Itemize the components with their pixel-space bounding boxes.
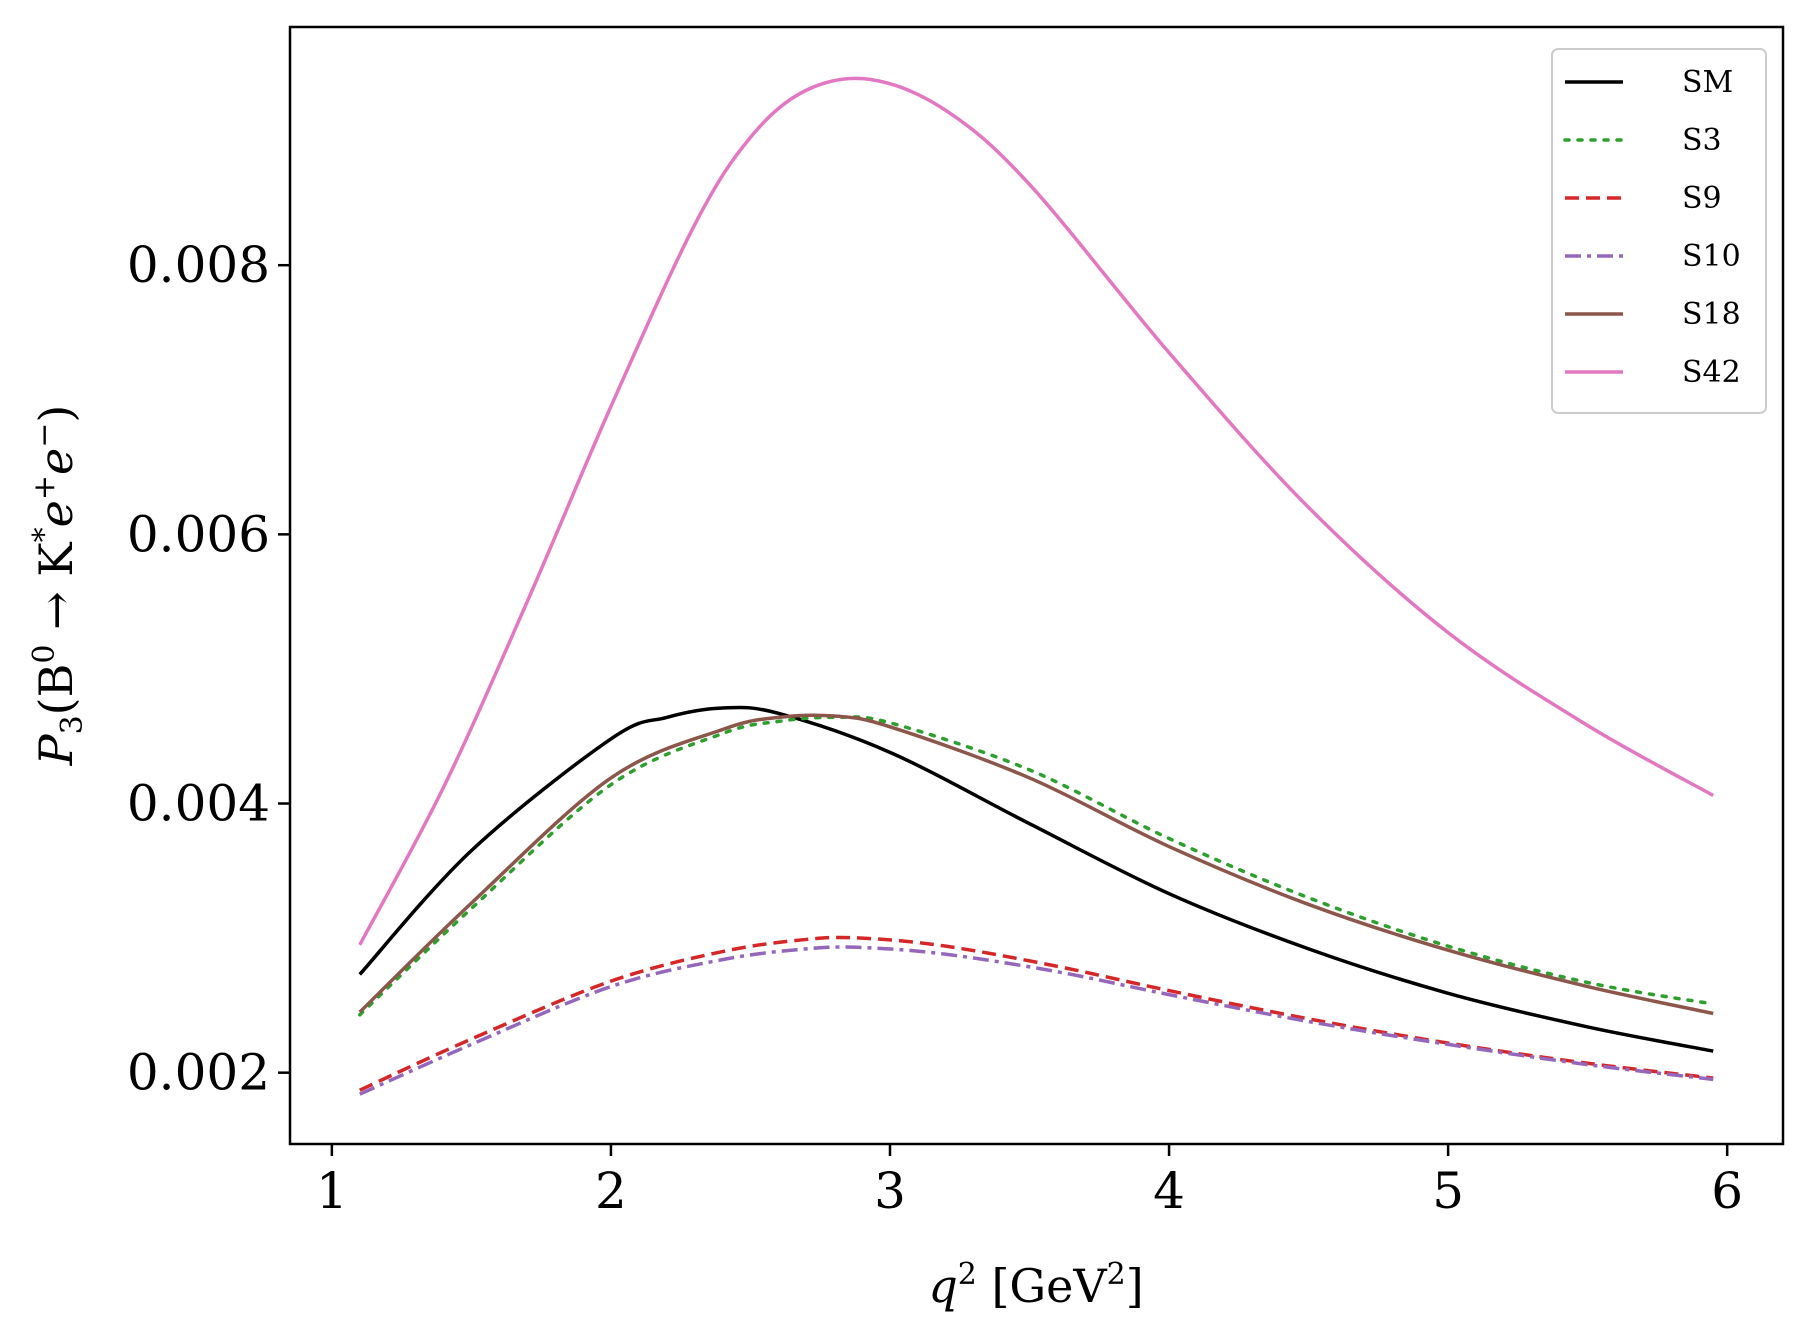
series-line-s10: [359, 945, 1714, 1096]
x-tick-label: 5: [1432, 1162, 1464, 1220]
x-tick-label: 3: [874, 1162, 906, 1220]
y-tick-label: 0.006: [127, 505, 270, 563]
legend-label-sm: SM: [1682, 65, 1733, 100]
legend: SM S3 S9 S10 S18 S42: [1551, 48, 1767, 414]
y-tick-label: 0.008: [127, 236, 270, 294]
x-tick-label: 2: [595, 1162, 627, 1220]
x-tick-label: 1: [316, 1162, 348, 1220]
legend-label-s18: S18: [1682, 297, 1741, 332]
series-line-sm: [358, 705, 1714, 1053]
y-tick-label: 0.002: [127, 1044, 270, 1102]
ticks-layer: 1 2 3 4 5 6 0.002 0.004 0.006 0.008: [127, 236, 1743, 1220]
plot-frame: [288, 25, 1785, 1146]
series-line-s18: [358, 713, 1714, 1016]
y-axis-title: P3(B0 → K*e+e−): [27, 405, 90, 767]
x-tick-label: 4: [1153, 1162, 1185, 1220]
y-tick-label: 0.004: [127, 775, 270, 833]
legend-label-s3: S3: [1682, 123, 1722, 158]
x-axis-title: q2 [GeV2]: [928, 1257, 1143, 1313]
series-line-s9: [359, 935, 1714, 1092]
series-layer: [358, 76, 1715, 1096]
legend-label-s9: S9: [1682, 181, 1722, 216]
legend-label-s10: S10: [1682, 239, 1741, 274]
series-line-s42: [358, 76, 1715, 946]
legend-label-s42: S42: [1682, 355, 1741, 390]
x-tick-label: 6: [1711, 1162, 1743, 1220]
